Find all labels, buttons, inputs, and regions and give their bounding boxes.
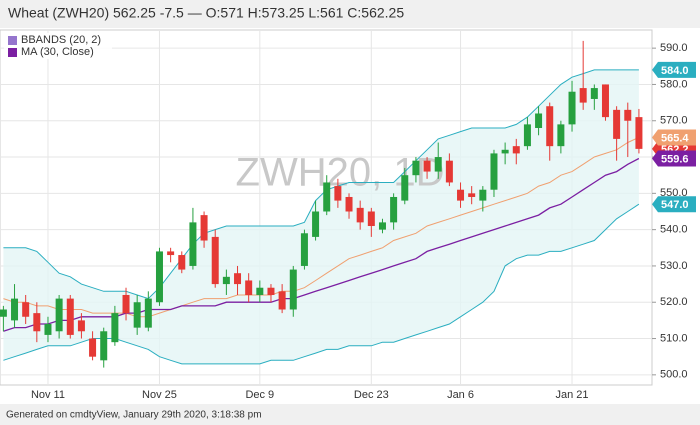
candle-body xyxy=(66,298,74,335)
x-tick-label: Jan 6 xyxy=(447,389,474,401)
candle-body xyxy=(267,287,275,295)
candle-body xyxy=(312,211,320,237)
candle-body xyxy=(155,251,163,303)
band-lower xyxy=(3,203,640,365)
candle-body xyxy=(22,302,30,317)
candle-body xyxy=(256,287,264,295)
candle-body xyxy=(445,160,453,183)
band-upper xyxy=(3,69,639,300)
price-tag xyxy=(652,61,696,78)
candle-body xyxy=(133,302,141,328)
candle-body xyxy=(189,222,197,266)
candle-body xyxy=(501,149,509,154)
candle-body xyxy=(390,196,398,223)
footer: Generated on cmdtyView, January 29th 202… xyxy=(6,410,262,421)
legend-box xyxy=(4,33,112,59)
candle-body xyxy=(278,291,286,310)
candle-body xyxy=(490,153,498,190)
y-tick-label: 570.0 xyxy=(660,115,688,127)
candle-body xyxy=(613,109,621,139)
candle-body xyxy=(44,324,52,335)
candle-body xyxy=(523,124,531,147)
price-tag-label: 547.0 xyxy=(661,199,689,211)
candle-body xyxy=(579,88,587,103)
candle-body xyxy=(590,88,598,99)
candle-body xyxy=(100,331,108,361)
candle-body xyxy=(323,182,331,212)
candle-body xyxy=(624,109,632,121)
candle-body xyxy=(401,175,409,201)
x-tick-label: Nov 25 xyxy=(142,389,177,401)
candle-body xyxy=(635,117,643,149)
y-tick-label: 590.0 xyxy=(660,42,688,54)
candle-body xyxy=(222,276,230,285)
y-tick-label: 520.0 xyxy=(660,296,688,308)
price-tag xyxy=(652,150,696,167)
candle-body xyxy=(546,106,554,147)
candle-body xyxy=(479,189,487,201)
candle-body xyxy=(144,298,152,328)
y-tick-label: 530.0 xyxy=(660,260,688,272)
price-tag-label: 584.0 xyxy=(661,65,689,77)
candle-body xyxy=(300,233,308,266)
candle-body xyxy=(457,189,465,201)
chart-title: Wheat (ZWH20) 562.25 -7.5 — O:571 H:573.… xyxy=(8,5,404,21)
x-tick-label: Jan 21 xyxy=(556,389,589,401)
legend-label: BBANDS (20, 2) xyxy=(21,34,101,46)
candle-body xyxy=(601,84,609,118)
candle-body xyxy=(245,280,253,295)
legend-swatch xyxy=(8,48,17,57)
candle-body xyxy=(33,313,41,332)
x-tick-label: Dec 9 xyxy=(245,389,274,401)
candle-body xyxy=(334,186,342,201)
candle-body xyxy=(412,160,420,176)
price-tag xyxy=(652,129,696,146)
candle-body xyxy=(211,236,219,285)
candle-body xyxy=(178,255,186,270)
candle-body xyxy=(289,269,297,310)
candle-body xyxy=(234,273,242,285)
candle-body xyxy=(367,211,375,227)
candle-body xyxy=(89,338,97,357)
candle-body xyxy=(568,91,576,125)
candle-body xyxy=(122,294,130,314)
candle-body xyxy=(378,222,386,230)
candle-body xyxy=(11,298,19,321)
price-tag xyxy=(652,196,696,213)
price-tag-label: 565.4 xyxy=(661,132,689,144)
x-tick-label: Dec 23 xyxy=(354,389,389,401)
legend-label: MA (30, Close) xyxy=(21,46,94,58)
candle-body xyxy=(434,157,442,172)
candle-body xyxy=(557,124,565,147)
candle-body xyxy=(356,207,364,223)
candle-body xyxy=(535,113,543,129)
y-tick-label: 540.0 xyxy=(660,224,688,236)
y-tick-label: 510.0 xyxy=(660,332,688,344)
legend-swatch xyxy=(8,36,17,45)
band-middle xyxy=(3,136,640,318)
y-tick-label: 580.0 xyxy=(660,78,688,90)
x-tick-label: Nov 11 xyxy=(31,389,65,401)
candle-body xyxy=(468,193,476,197)
candle-body xyxy=(512,146,520,154)
y-tick-label: 500.0 xyxy=(660,369,688,381)
footer-bar xyxy=(0,404,700,425)
candle-body xyxy=(167,251,175,256)
title-bar xyxy=(0,0,700,28)
ma-line xyxy=(3,157,640,332)
candle-body xyxy=(55,298,63,332)
candle-body xyxy=(200,215,208,241)
candle-body xyxy=(0,309,7,317)
candle-body xyxy=(345,196,353,212)
candle-body xyxy=(77,320,85,332)
candle-body xyxy=(423,160,431,172)
candle-body xyxy=(111,313,119,343)
price-tag-label: 559.6 xyxy=(661,153,689,165)
